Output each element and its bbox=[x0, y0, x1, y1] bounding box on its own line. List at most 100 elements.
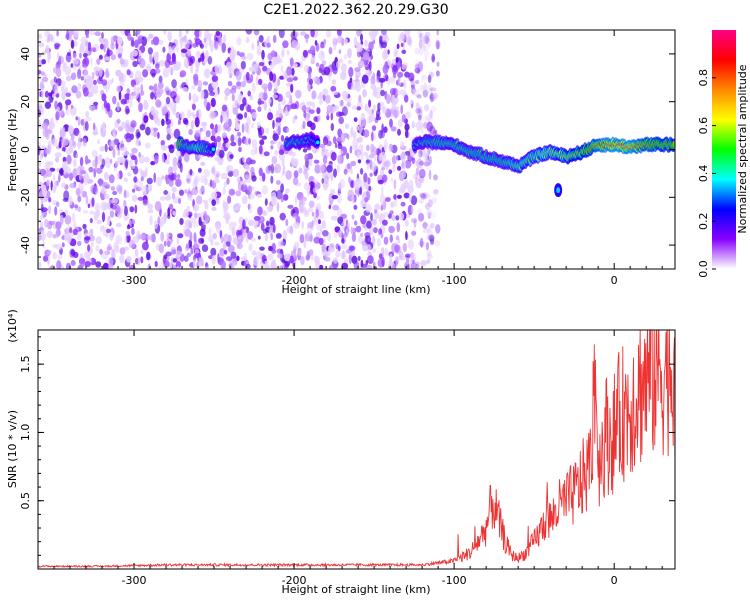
noise-speckle bbox=[195, 129, 202, 137]
noise-speckle bbox=[370, 146, 378, 156]
noise-speckle bbox=[427, 74, 432, 84]
noise-speckle bbox=[394, 244, 400, 253]
noise-speckle bbox=[305, 254, 310, 261]
noise-speckle bbox=[155, 99, 162, 108]
noise-speckle bbox=[299, 233, 305, 244]
noise-speckle bbox=[150, 161, 156, 166]
snr-panel: -300 -200 -100 0 0.5 1.0 1.5 Height of straigh… bbox=[6, 309, 676, 596]
noise-speckle bbox=[117, 53, 122, 59]
noise-speckle bbox=[176, 46, 179, 53]
noise-speckle bbox=[98, 37, 106, 43]
noise-speckle bbox=[80, 76, 85, 81]
noise-speckle bbox=[176, 266, 180, 269]
noise-speckle bbox=[100, 186, 105, 194]
noise-speckle bbox=[420, 84, 426, 92]
noise-speckle bbox=[286, 127, 290, 133]
noise-speckle bbox=[383, 47, 388, 55]
noise-speckle bbox=[124, 150, 129, 156]
noise-speckle bbox=[405, 230, 408, 241]
noise-speckle bbox=[72, 228, 78, 236]
noise-speckle bbox=[332, 136, 337, 145]
noise-speckle bbox=[162, 67, 169, 78]
noise-speckle bbox=[422, 192, 429, 199]
noise-speckle bbox=[304, 153, 309, 162]
noise-speckle bbox=[160, 140, 165, 146]
noise-speckle bbox=[275, 117, 282, 124]
noise-speckle bbox=[425, 241, 430, 251]
noise-speckle bbox=[261, 185, 269, 195]
noise-speckle bbox=[91, 197, 95, 207]
noise-speckle bbox=[85, 34, 89, 39]
noise-speckle bbox=[60, 126, 66, 131]
noise-speckle bbox=[201, 244, 209, 252]
noise-speckle bbox=[411, 218, 418, 223]
noise-speckle bbox=[121, 146, 128, 152]
noise-speckle bbox=[429, 87, 437, 92]
noise-speckle bbox=[330, 215, 338, 221]
noise-speckle bbox=[223, 181, 227, 188]
noise-speckle bbox=[412, 80, 420, 85]
noise-speckle bbox=[298, 204, 305, 214]
noise-speckle bbox=[257, 44, 261, 52]
noise-speckle bbox=[272, 133, 279, 141]
noise-speckle bbox=[50, 79, 55, 85]
snr-axes: -300 -200 -100 0 0.5 1.0 1.5 bbox=[19, 330, 675, 587]
noise-speckle bbox=[313, 236, 321, 244]
noise-speckle bbox=[272, 259, 276, 267]
noise-speckle bbox=[400, 42, 404, 48]
noise-speckle bbox=[257, 100, 265, 105]
noise-speckle bbox=[231, 93, 235, 102]
noise-speckle bbox=[389, 253, 393, 261]
noise-speckle bbox=[416, 182, 422, 189]
noise-speckle bbox=[374, 30, 379, 35]
noise-speckle bbox=[150, 126, 154, 137]
noise-speckle bbox=[218, 160, 223, 166]
noise-speckle bbox=[309, 45, 316, 55]
noise-speckle bbox=[105, 231, 109, 238]
noise-speckle bbox=[145, 166, 148, 177]
noise-speckle bbox=[180, 38, 183, 49]
noise-speckle bbox=[44, 90, 49, 98]
noise-speckle bbox=[250, 149, 257, 156]
noise-speckle bbox=[207, 56, 213, 65]
noise-speckle bbox=[398, 35, 403, 43]
noise-speckle bbox=[351, 232, 356, 242]
noise-speckle bbox=[307, 221, 314, 229]
noise-speckle bbox=[248, 243, 253, 252]
noise-speckle bbox=[358, 144, 364, 150]
noise-speckle bbox=[408, 193, 412, 202]
noise-speckle bbox=[39, 150, 43, 161]
noise-speckle bbox=[57, 51, 60, 60]
noise-speckle bbox=[344, 38, 348, 45]
noise-speckle bbox=[241, 55, 247, 60]
noise-speckle bbox=[52, 252, 57, 260]
noise-speckle bbox=[321, 151, 325, 157]
noise-speckle bbox=[276, 93, 283, 102]
noise-speckle bbox=[116, 36, 123, 46]
noise-speckle bbox=[319, 163, 325, 173]
noise-speckle bbox=[321, 243, 327, 253]
noise-speckle bbox=[302, 120, 306, 130]
noise-speckle bbox=[403, 242, 407, 252]
noise-speckle bbox=[139, 58, 146, 69]
noise-speckle bbox=[381, 256, 385, 268]
noise-speckle bbox=[360, 33, 363, 42]
noise-speckle bbox=[146, 235, 150, 241]
noise-speckle bbox=[195, 68, 199, 74]
noise-speckle bbox=[237, 137, 242, 147]
noise-speckle bbox=[191, 103, 196, 111]
noise-speckle bbox=[259, 139, 265, 146]
noise-speckle bbox=[429, 212, 437, 220]
noise-speckle bbox=[236, 36, 242, 46]
snr-xtick-label: -300 bbox=[122, 574, 147, 587]
noise-speckle bbox=[200, 257, 204, 267]
noise-speckle bbox=[173, 128, 181, 139]
noise-speckle bbox=[250, 237, 257, 242]
noise-speckle bbox=[64, 209, 68, 216]
noise-speckle bbox=[419, 168, 426, 179]
noise-speckle bbox=[209, 91, 216, 97]
noise-speckle bbox=[311, 211, 315, 217]
noise-speckle bbox=[234, 202, 241, 210]
noise-speckle bbox=[171, 264, 175, 269]
noise-speckle bbox=[406, 35, 412, 46]
